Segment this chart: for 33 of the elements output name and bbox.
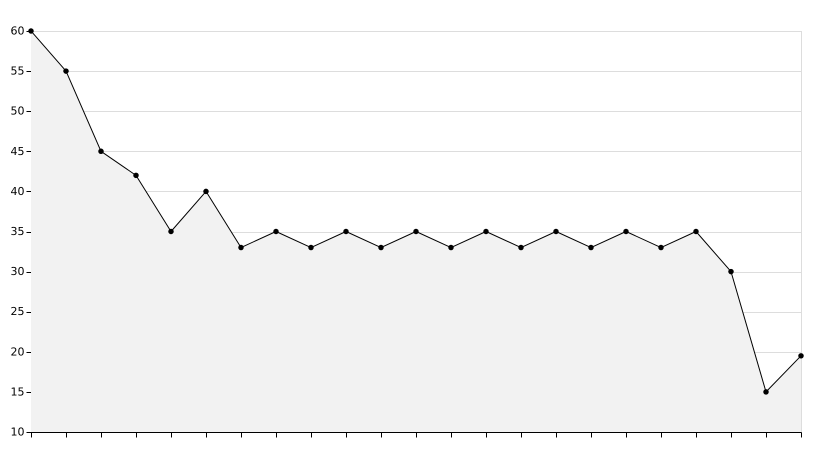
y-tick-label: 40 (10, 184, 24, 198)
point (378, 244, 384, 250)
y-tick-label: 35 (10, 225, 24, 238)
point (273, 228, 279, 234)
y-tick-label: 15 (10, 385, 24, 398)
point (203, 188, 209, 194)
point (798, 353, 804, 359)
point (238, 244, 244, 250)
point (518, 244, 524, 250)
y-tick-label: 10 (10, 426, 24, 438)
point (728, 268, 734, 274)
point (588, 244, 594, 250)
y-tick-label: 30 (10, 265, 24, 278)
point (308, 244, 314, 250)
point (693, 228, 699, 234)
point (483, 228, 489, 234)
y-tick-label: 20 (10, 345, 24, 358)
point (413, 228, 419, 234)
point (623, 228, 629, 234)
point (168, 228, 174, 234)
point (98, 148, 104, 154)
y-tick-label: 60 (10, 24, 24, 38)
y-tick-label: 25 (10, 305, 24, 318)
point (63, 68, 69, 74)
point (763, 389, 769, 395)
y-tick-label: 55 (10, 64, 24, 78)
point (343, 228, 349, 234)
point (553, 228, 559, 234)
point (133, 172, 139, 178)
y-tick-label: 45 (10, 144, 24, 158)
y-tick-label: 50 (10, 104, 24, 118)
point (448, 244, 454, 250)
point (658, 244, 664, 250)
